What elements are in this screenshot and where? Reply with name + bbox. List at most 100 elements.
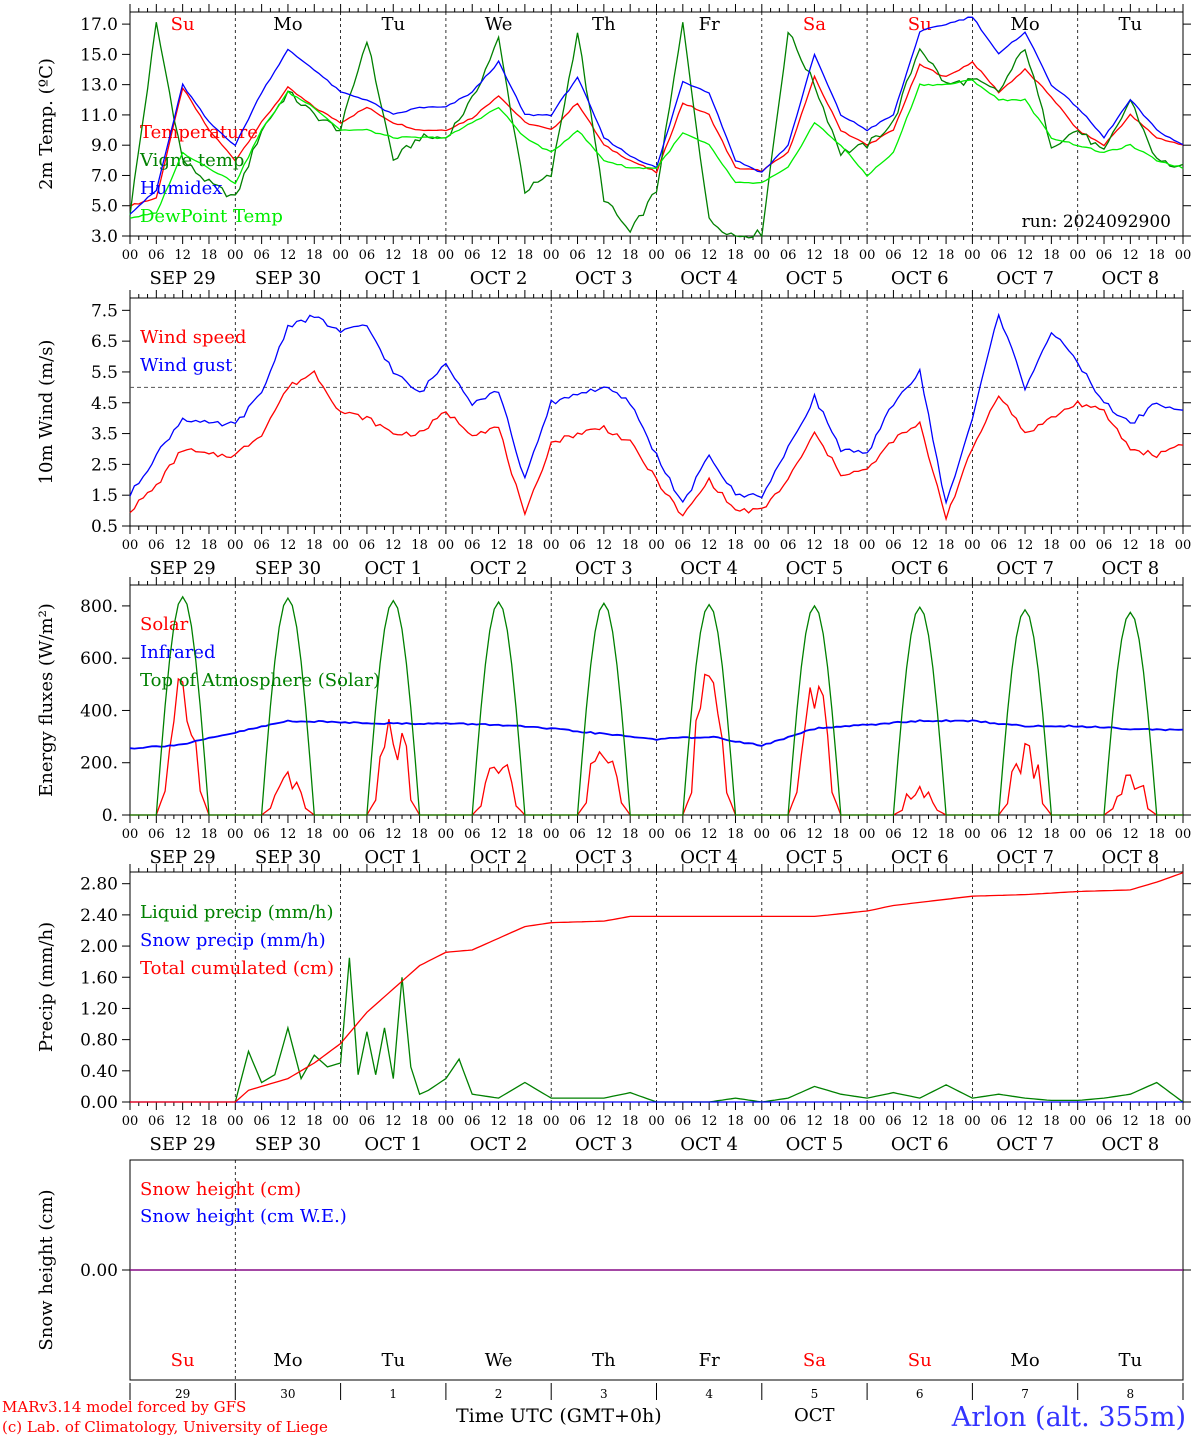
hour-label: 00 [1069,248,1086,263]
hour-label: 06 [359,827,376,842]
hour-label: 00 [543,1114,560,1129]
hour-label: 18 [1148,1114,1165,1129]
y-tick-label: 0.00 [80,1261,118,1281]
hour-label: 18 [938,538,955,553]
hour-label: 18 [411,1114,428,1129]
hour-label: 18 [517,827,534,842]
date-label: OCT 3 [575,558,633,579]
weekday-label: Su [171,1350,195,1371]
hour-label: 06 [359,248,376,263]
y-tick-label: 7.0 [91,166,118,186]
weekday-label: Sa [803,14,826,35]
hour-label: 00 [122,1114,139,1129]
weekday-label: Tu [381,14,405,35]
hour-label: 00 [438,538,455,553]
hour-label: 06 [885,538,902,553]
legend-entry: Snow precip (mm/h) [140,930,326,951]
hour-label: 12 [701,1114,718,1129]
hour-label: 06 [359,1114,376,1129]
hour-label: 00 [648,827,665,842]
legend-entry: Top of Atmosphere (Solar) [140,670,380,691]
y-tick-label: 4.5 [91,394,118,414]
weekday-label: Fr [699,1350,720,1371]
hour-label: 00 [859,248,876,263]
date-label: SEP 30 [255,268,321,289]
hour-label: 18 [411,248,428,263]
hour-label: 12 [806,538,823,553]
y-tick-label: 5.0 [91,197,118,217]
date-label: OCT 5 [786,847,844,868]
legend-entry: Solar [140,614,189,635]
hour-label: 00 [648,538,665,553]
date-label: OCT 3 [575,268,633,289]
hour-label: 12 [1122,827,1139,842]
hour-label: 06 [1096,538,1113,553]
panel-frame-temperature [129,11,1184,237]
hour-label: 18 [201,827,218,842]
y-tick-label: 2.5 [91,455,118,475]
date-label: OCT 6 [891,1134,949,1155]
y-axis-label: 2m Temp. (ºC) [36,58,57,190]
hour-label: 06 [990,827,1007,842]
hour-label: 12 [490,538,507,553]
hour-label: 18 [201,1114,218,1129]
hour-label: 00 [438,248,455,263]
hour-label: 00 [1069,538,1086,553]
hour-label: 12 [174,827,191,842]
hour-label: 06 [253,248,270,263]
hour-label: 12 [1122,538,1139,553]
date-label: OCT 7 [996,1134,1054,1155]
hour-label: 06 [569,1114,586,1129]
hour-label: 06 [990,538,1007,553]
hour-label: 18 [201,248,218,263]
legend-entry: Humidex [140,178,222,199]
hour-label: 12 [911,1114,928,1129]
hour-label: 12 [806,827,823,842]
hour-label: 18 [306,538,323,553]
hour-label: 18 [727,538,744,553]
hour-label: 00 [122,538,139,553]
weekday-label: Tu [381,1350,405,1371]
hour-label: 18 [833,1114,850,1129]
hour-label: 00 [964,1114,981,1129]
date-label: OCT 8 [1101,1134,1159,1155]
series-line-dewpoint-temp [129,79,1184,219]
y-tick-label: 6.5 [91,332,118,352]
hour-label: 18 [1043,538,1060,553]
hour-label: 18 [1043,248,1060,263]
hour-label: 06 [780,538,797,553]
y-tick-label: 11.0 [80,106,118,126]
date-label: SEP 29 [150,558,216,579]
weekday-label: We [485,1350,513,1371]
y-axis-label: Snow height (cm) [36,1189,57,1350]
hour-label: 12 [280,1114,297,1129]
hour-label: 06 [359,538,376,553]
hour-label: 06 [885,827,902,842]
hour-label: 12 [385,827,402,842]
hour-label: 12 [701,248,718,263]
hour-label: 06 [464,1114,481,1129]
hour-label: 06 [1096,248,1113,263]
y-axis-label: Energy fluxes (W/m²) [36,603,57,797]
hour-label: 00 [227,538,244,553]
hour-label: 00 [754,538,771,553]
hour-label: 06 [464,248,481,263]
date-label: OCT 4 [680,1134,738,1155]
lab-credit: (c) Lab. of Climatology, University of L… [2,1418,328,1436]
hour-label: 12 [385,248,402,263]
hour-label: 12 [385,1114,402,1129]
hour-label: 00 [964,538,981,553]
date-label: OCT 4 [680,558,738,579]
hour-label: 18 [622,827,639,842]
hour-label: 00 [543,827,560,842]
date-label: OCT 1 [364,558,422,579]
day-number: 5 [811,1387,819,1401]
date-label: OCT 3 [575,847,633,868]
hour-label: 06 [990,248,1007,263]
hour-label: 12 [280,248,297,263]
y-tick-label: 2.40 [80,906,118,926]
date-label: OCT 5 [786,1134,844,1155]
date-label: OCT 5 [786,558,844,579]
run-label: run: 2024092900 [1022,212,1171,232]
weekday-label: Mo [1010,1350,1039,1371]
